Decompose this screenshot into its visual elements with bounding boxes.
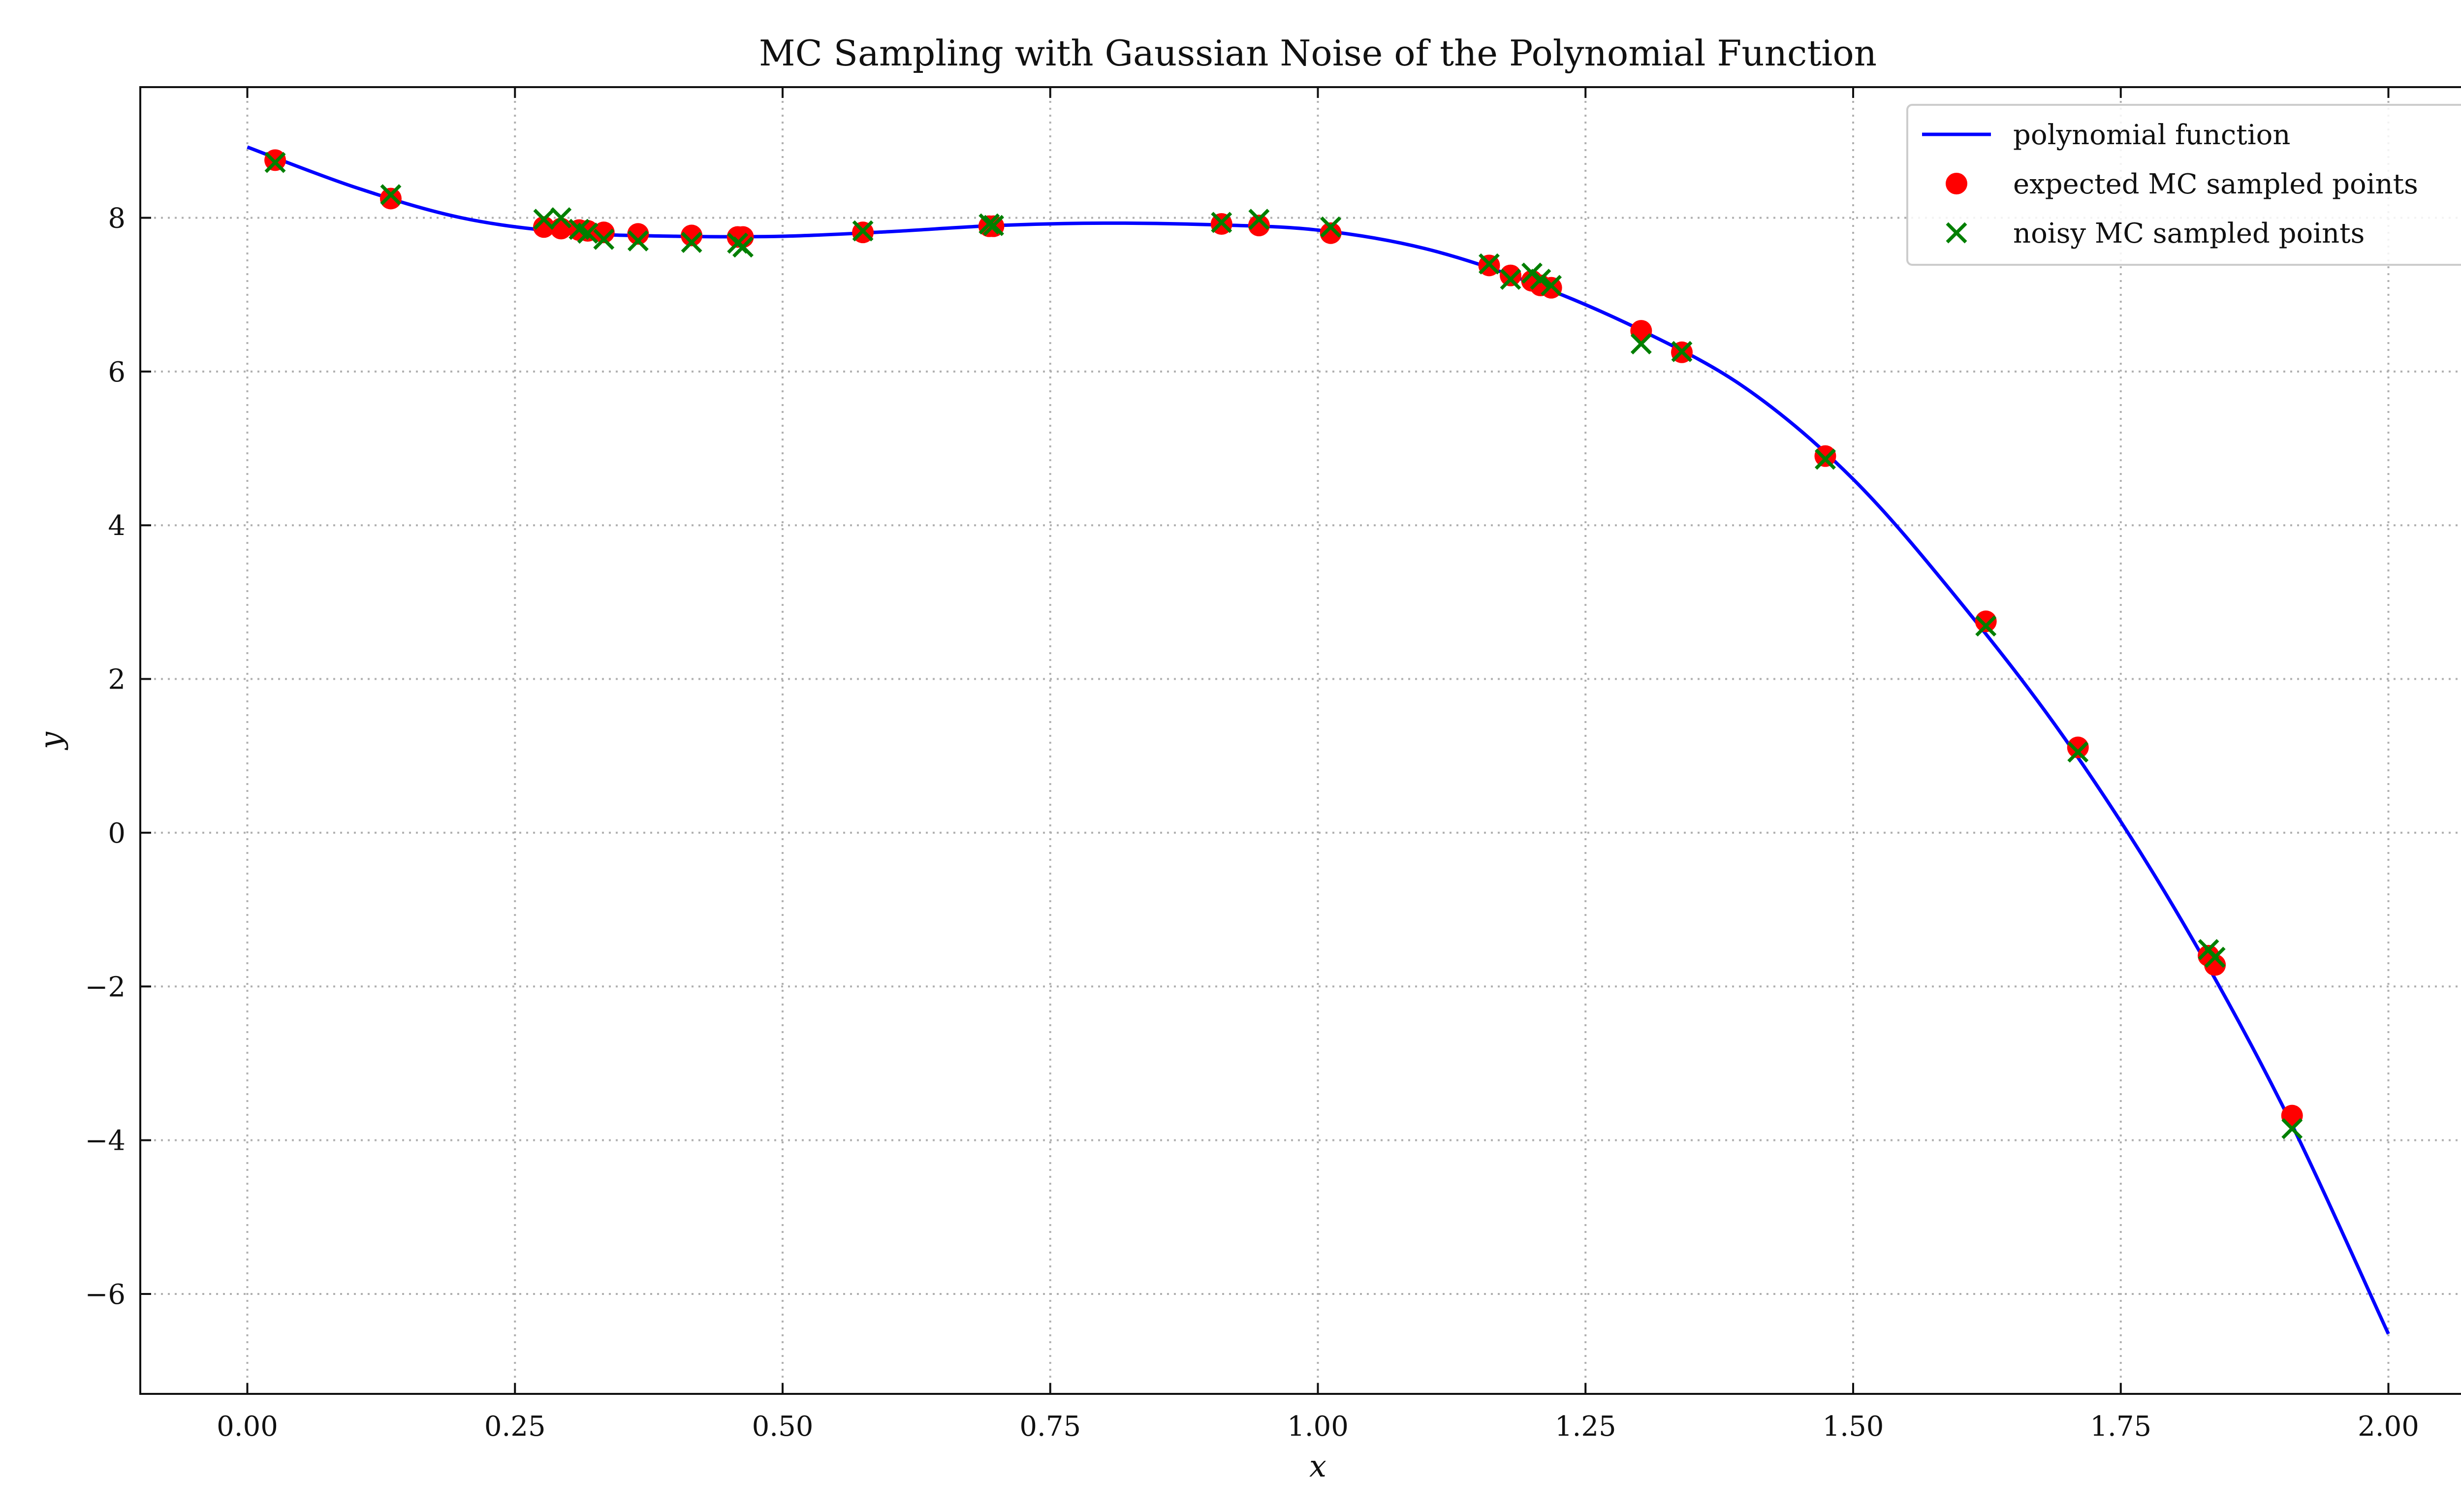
noisy-point [550,207,572,228]
expected-point [1500,264,1521,286]
noisy-point [1500,268,1521,290]
axis-ticks: 0.00 0.25 0.50 0.75 1.00 1.25 1.50 1.75 2.00 −6 −4… [85,87,2419,1443]
noisy-point [978,213,1000,235]
noisy-point [1320,216,1342,238]
legend-box [1906,104,2461,266]
noisy-point [1248,209,1270,230]
expected-point [1320,222,1342,244]
x-tick-label: 0.50 [752,1411,814,1443]
x-axis-label: x [1309,1448,1326,1484]
legend-label: noisy MC sampled points [2013,218,2365,250]
y-tick-label: −2 [85,971,126,1003]
noisy-point [1541,275,1562,296]
expected-point [2067,736,2089,758]
expected-point [379,188,402,210]
expected-point [593,221,615,244]
plot-data [247,145,2390,1335]
noisy-point [380,184,402,206]
x-tick-label: 1.75 [2090,1411,2151,1443]
noisy-point [593,228,615,250]
expected-point [2204,954,2226,976]
chart-title: MC Sampling with Gaussian Noise of the P… [759,32,1877,74]
noisy-point [577,222,599,244]
noisy-point [264,152,286,173]
y-tick-label: 2 [108,664,126,696]
legend-label: expected MC sampled points [2013,168,2418,200]
legend-marker-x [1946,222,1967,244]
noisy-point [982,215,1004,236]
noisy-point [1814,448,1836,470]
expected-point [1814,445,1836,467]
y-tick-label: −6 [85,1279,126,1311]
x-tick-label: 0.75 [1019,1411,1081,1443]
noisy-point [681,232,702,253]
legend-marker-circle [1946,173,1967,194]
x-tick-label: 1.00 [1287,1411,1349,1443]
y-tick-label: 0 [108,818,126,850]
x-tick-label: 0.25 [484,1411,546,1443]
y-tick-label: 8 [108,203,126,235]
y-axis-label: y [33,731,69,751]
noisy-point [732,236,754,258]
x-tick-label: 2.00 [2358,1411,2419,1443]
noisy-point [1530,268,1551,290]
noisy-point [2204,946,2226,968]
expected-point [627,223,649,245]
y-tick-label: 4 [108,510,126,542]
expected-point [1248,215,1270,237]
x-tick-label: 0.00 [217,1411,278,1443]
legend-label: polynomial function [2013,119,2290,151]
grid [140,87,2461,1394]
noisy-point [533,209,555,230]
noisy-point [2067,741,2089,763]
legend: polynomial function expected MC sampled p… [1906,104,2461,266]
noisy-point [1671,341,1693,362]
noisy-point [1975,615,1997,637]
noisy-point [2281,1118,2303,1139]
y-tick-label: 6 [108,356,126,388]
expected-point [1975,610,1997,632]
noisy-point [1479,253,1500,275]
x-tick-label: 1.50 [1823,1411,1884,1443]
noisy-point [852,220,874,242]
expected-point [533,216,555,238]
noisy-point [1211,212,1232,233]
noisy-point [1630,333,1652,355]
y-tick-label: −4 [85,1125,126,1157]
noisy-point [627,230,649,252]
expected-point [681,224,703,247]
x-tick-label: 1.25 [1555,1411,1616,1443]
